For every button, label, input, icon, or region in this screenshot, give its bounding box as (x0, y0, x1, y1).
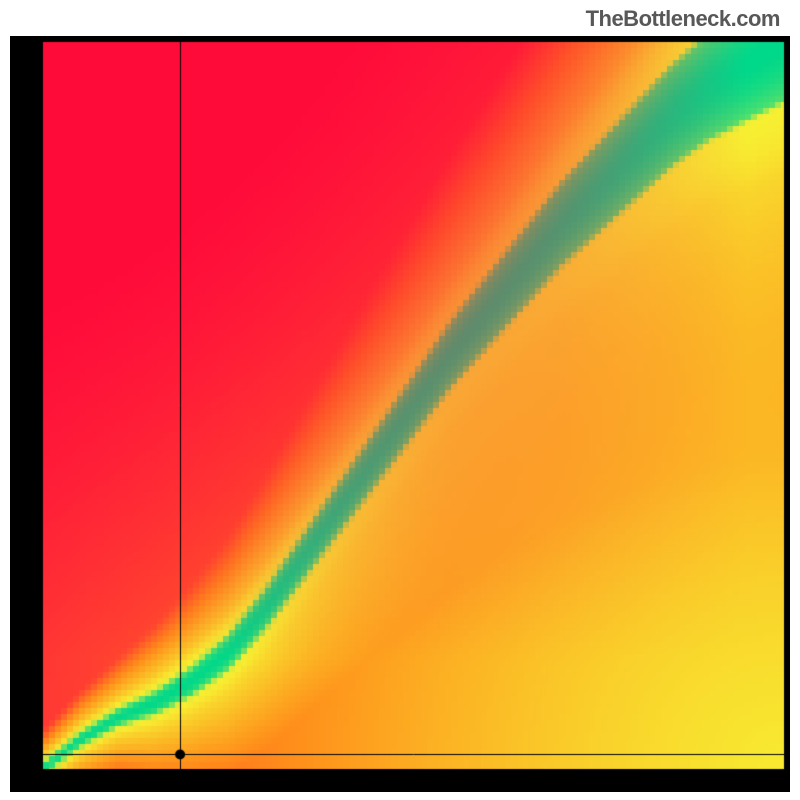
heatmap-canvas (10, 36, 790, 792)
attribution-text: TheBottleneck.com (586, 6, 780, 32)
chart-container: TheBottleneck.com (0, 0, 800, 800)
chart-wrap (10, 36, 790, 792)
